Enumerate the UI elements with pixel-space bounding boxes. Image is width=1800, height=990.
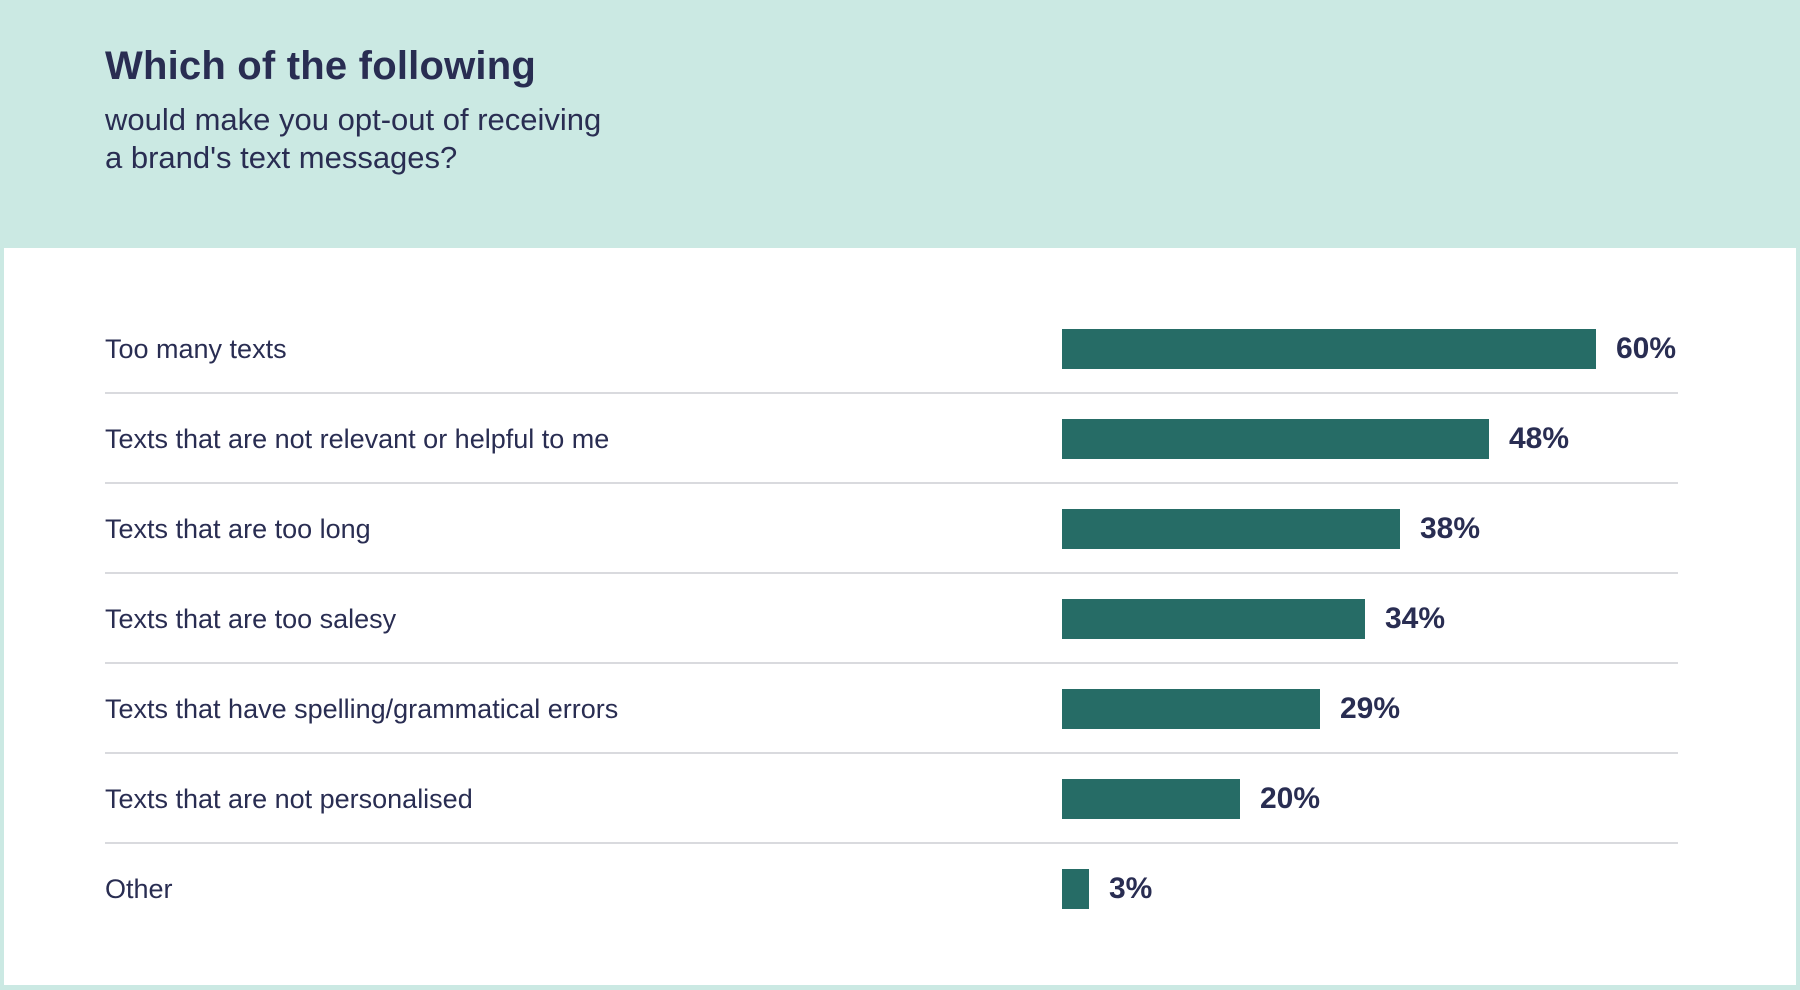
bar-value: 29% bbox=[1340, 692, 1401, 725]
bar bbox=[1062, 689, 1320, 729]
chart-row: Texts that are not personalised 20% bbox=[4, 754, 1796, 844]
bar-group: 60% bbox=[1062, 329, 1676, 369]
page-title: Which of the following bbox=[105, 44, 536, 88]
chart-row: Too many texts 60% bbox=[4, 304, 1796, 394]
bar-value: 3% bbox=[1109, 872, 1153, 905]
bar bbox=[1062, 779, 1240, 819]
header: Which of the following would make you op… bbox=[0, 0, 1800, 248]
bar-value: 20% bbox=[1260, 782, 1321, 815]
bar bbox=[1062, 329, 1596, 369]
bar-value: 48% bbox=[1509, 422, 1570, 455]
bar-chart: Too many texts 60% Texts that are not re… bbox=[4, 248, 1796, 934]
bar-group: 3% bbox=[1062, 869, 1152, 909]
bar-label: Other bbox=[105, 873, 173, 904]
chart-row: Texts that are not relevant or helpful t… bbox=[4, 394, 1796, 484]
chart-row: Texts that are too long 38% bbox=[4, 484, 1796, 574]
bar-label: Texts that are not personalised bbox=[105, 783, 473, 814]
bar bbox=[1062, 509, 1400, 549]
bar-group: 20% bbox=[1062, 779, 1320, 819]
bar-label: Texts that are not relevant or helpful t… bbox=[105, 423, 610, 454]
bar-value: 34% bbox=[1385, 602, 1446, 635]
bar-label: Texts that have spelling/grammatical err… bbox=[105, 693, 619, 724]
bar bbox=[1062, 599, 1365, 639]
page-subtitle: would make you opt-out of receiving a br… bbox=[105, 101, 1740, 177]
bar-value: 60% bbox=[1616, 332, 1677, 365]
bar-group: 38% bbox=[1062, 509, 1480, 549]
bar bbox=[1062, 419, 1489, 459]
subtitle-line-1: would make you opt-out of receiving bbox=[105, 102, 602, 137]
bar-label: Too many texts bbox=[105, 333, 287, 364]
chart-row: Other 3% bbox=[4, 844, 1796, 934]
bar-label: Texts that are too salesy bbox=[105, 603, 397, 634]
subtitle-line-2: a brand's text messages? bbox=[105, 139, 458, 175]
bar bbox=[1062, 869, 1089, 909]
bar-group: 48% bbox=[1062, 419, 1569, 459]
bar-label: Texts that are too long bbox=[105, 513, 371, 544]
chart-row: Texts that have spelling/grammatical err… bbox=[4, 664, 1796, 754]
bar-group: 34% bbox=[1062, 599, 1445, 639]
bar-value: 38% bbox=[1420, 512, 1481, 545]
bar-group: 29% bbox=[1062, 689, 1400, 729]
chart-row: Texts that are too salesy 34% bbox=[4, 574, 1796, 664]
chart-panel: Too many texts 60% Texts that are not re… bbox=[4, 248, 1796, 985]
